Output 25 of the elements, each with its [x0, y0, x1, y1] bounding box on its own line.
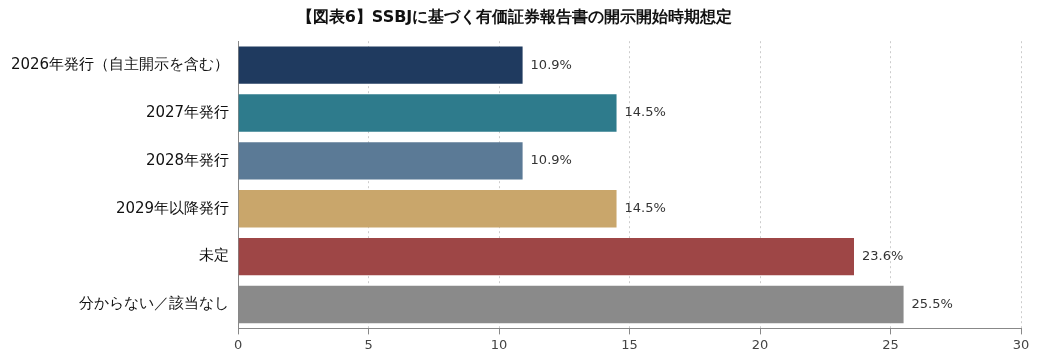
y-tick-label: 2029年以降発行 — [115, 198, 230, 217]
y-tick-label: 分からない／該当なし — [79, 294, 230, 313]
x-tick-label: 15 — [621, 336, 638, 352]
bar — [238, 237, 854, 276]
x-tick-label: 5 — [364, 336, 373, 352]
y-tick-label: 2028年発行 — [145, 150, 230, 169]
chart-title: 【図表6】SSBJに基づく有価証券報告書の開示開始時期想定 — [296, 6, 733, 26]
y-tick-label: 2026年発行（自主開示を含む） — [10, 55, 230, 74]
y-tick-label: 2027年発行 — [145, 102, 230, 121]
x-tick-label: 0 — [234, 336, 243, 352]
bar — [238, 94, 617, 132]
data-label: 23.6% — [862, 247, 904, 263]
data-label: 10.9% — [530, 56, 572, 72]
bar — [238, 190, 617, 228]
bar — [238, 46, 523, 84]
x-tick-label: 20 — [751, 336, 769, 352]
bar — [238, 142, 523, 180]
data-label: 10.9% — [530, 152, 572, 168]
x-tick-label: 25 — [882, 336, 899, 352]
data-label: 14.5% — [624, 104, 666, 120]
x-tick-label: 30 — [1012, 336, 1030, 352]
data-label: 25.5% — [911, 295, 953, 311]
data-label: 14.5% — [624, 200, 666, 216]
x-tick-label: 10 — [490, 336, 508, 352]
y-tick-label: 未定 — [199, 246, 230, 265]
